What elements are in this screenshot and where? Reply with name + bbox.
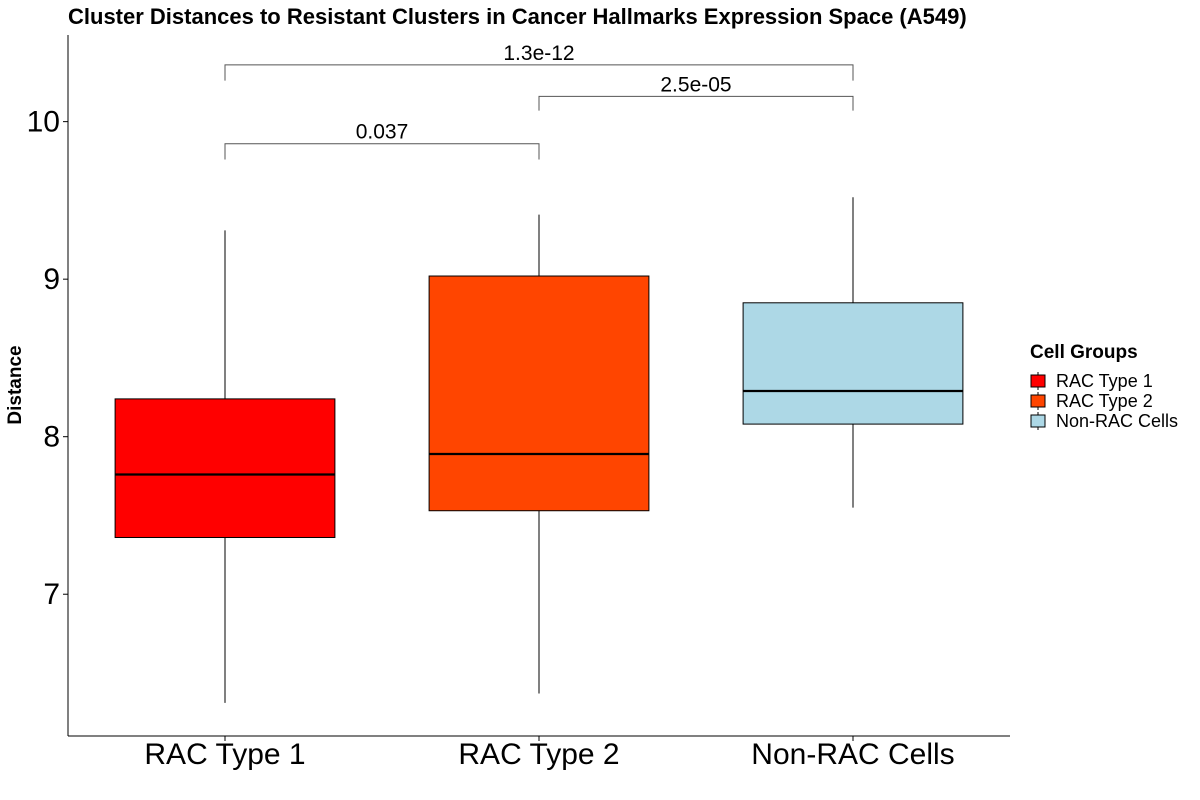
x-tick-label: RAC Type 2 (458, 738, 619, 771)
y-axis-label: Distance (5, 345, 26, 424)
legend-label: RAC Type 2 (1056, 391, 1153, 411)
x-tick-label: Non-RAC Cells (751, 738, 954, 771)
bracket-line (538, 95, 854, 111)
comparison-bracket: 1.3e-12 (224, 42, 854, 81)
box-2 (428, 214, 650, 694)
legend-item: RAC Type 2 (1030, 391, 1153, 411)
box-group (114, 197, 964, 703)
box-body (428, 275, 650, 512)
legend-key (1030, 394, 1046, 408)
comparison-bracket: 2.5e-05 (538, 73, 854, 111)
y-tick-label: 10 (27, 106, 60, 139)
box-3 (742, 197, 964, 508)
legend-label: Non-RAC Cells (1056, 411, 1178, 431)
legend-item: RAC Type 1 (1030, 371, 1153, 391)
comparison-bracket: 0.037 (224, 121, 540, 160)
bracket-line (224, 64, 854, 81)
significance-brackets: 1.3e-12 2.5e-05 0.037 (224, 42, 854, 160)
legend-key (1030, 374, 1046, 388)
p-value-label: 0.037 (356, 121, 409, 144)
x-tick-label: RAC Type 1 (144, 738, 305, 771)
legend-label: RAC Type 1 (1056, 371, 1153, 391)
y-tick-label: 9 (43, 263, 60, 296)
p-value-label: 1.3e-12 (503, 42, 574, 65)
x-axis-ticks: RAC Type 1 RAC Type 2 Non-RAC Cells (144, 736, 955, 771)
y-tick-label: 7 (43, 578, 60, 611)
y-axis-ticks: 7 8 9 10 (27, 106, 68, 611)
legend-title: Cell Groups (1030, 342, 1138, 363)
box-body (114, 398, 336, 539)
p-value-label: 2.5e-05 (660, 73, 731, 96)
legend-key (1030, 414, 1046, 428)
box-body (742, 302, 964, 425)
legend-item: Non-RAC Cells (1030, 411, 1178, 431)
bracket-line (224, 143, 540, 160)
y-tick-label: 8 (43, 421, 60, 454)
chart-title: Cluster Distances to Resistant Clusters … (68, 4, 967, 29)
box-1 (114, 230, 336, 703)
